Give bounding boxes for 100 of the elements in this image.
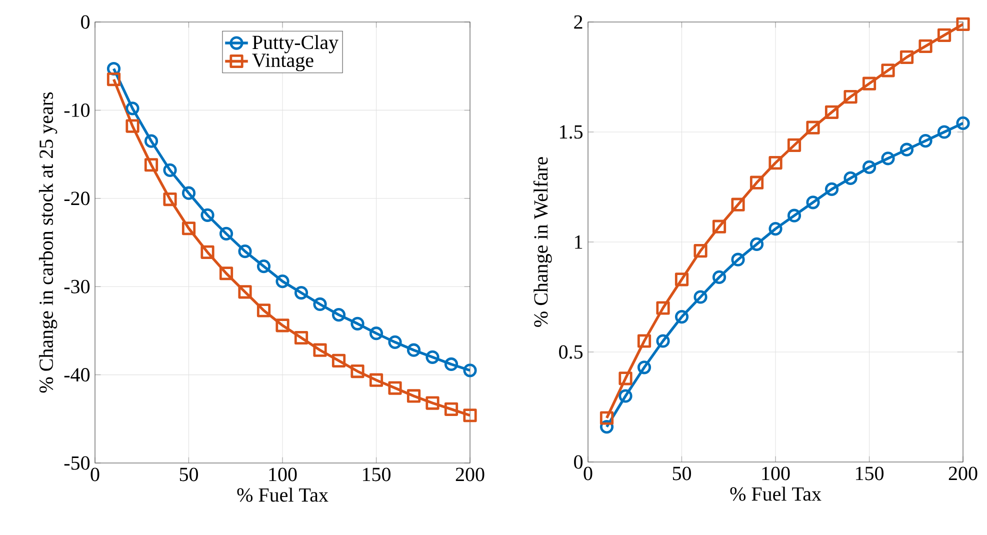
point xyxy=(238,244,252,258)
point xyxy=(463,408,477,422)
point xyxy=(768,156,782,170)
point xyxy=(731,252,745,266)
point xyxy=(106,72,121,86)
point xyxy=(182,222,196,236)
point xyxy=(787,208,802,222)
point xyxy=(144,134,158,148)
point xyxy=(750,176,764,190)
point xyxy=(294,286,308,300)
point xyxy=(219,226,234,240)
point xyxy=(406,389,421,403)
point xyxy=(694,290,708,304)
x-tick-label: 100 xyxy=(269,468,297,482)
point xyxy=(406,343,421,357)
point xyxy=(238,285,252,299)
y-axis-title: % Change in Welfare xyxy=(533,157,552,327)
x-tick-label: 200 xyxy=(456,468,484,482)
point xyxy=(787,138,802,152)
point xyxy=(656,334,670,348)
x-tick-label: 150 xyxy=(363,468,390,482)
point xyxy=(900,142,914,156)
x-tick-label: 150 xyxy=(856,466,884,480)
point xyxy=(200,245,214,259)
point xyxy=(106,62,121,76)
point xyxy=(369,326,384,340)
point xyxy=(444,357,458,372)
point xyxy=(276,274,290,288)
point xyxy=(350,316,364,330)
point xyxy=(182,186,196,200)
point xyxy=(768,222,782,236)
point xyxy=(674,310,689,324)
point xyxy=(844,171,858,185)
point xyxy=(388,381,402,395)
point xyxy=(163,163,177,177)
point xyxy=(806,120,820,134)
point xyxy=(126,119,140,133)
y-tick-label: -10 xyxy=(64,103,90,117)
point xyxy=(637,360,652,374)
point xyxy=(600,411,614,425)
point xyxy=(694,244,708,258)
y-tick-label: 0.5 xyxy=(559,345,583,359)
y-tick-label: 2 xyxy=(574,15,582,29)
point xyxy=(862,160,876,174)
point xyxy=(332,354,346,368)
point xyxy=(313,297,327,312)
point xyxy=(256,260,271,274)
legend-label: Putty-Clay xyxy=(252,35,338,54)
point xyxy=(712,270,726,284)
point xyxy=(862,76,876,90)
point xyxy=(674,272,689,286)
point xyxy=(618,372,632,386)
x-tick-label: 0 xyxy=(90,468,100,482)
point xyxy=(219,266,234,280)
point xyxy=(712,220,726,234)
x-axis-title: % Fuel Tax xyxy=(730,486,822,501)
point xyxy=(881,64,895,78)
point xyxy=(656,301,670,315)
point xyxy=(937,28,952,42)
point xyxy=(731,198,745,212)
x-tick-label: 50 xyxy=(672,466,692,480)
y-axis-title: % Change in carbon stock at 25 years xyxy=(38,92,58,393)
point xyxy=(144,158,158,172)
point xyxy=(426,350,440,364)
y-tick-label: 1.5 xyxy=(560,125,583,139)
point xyxy=(844,90,858,104)
point xyxy=(937,125,952,139)
point xyxy=(824,182,839,196)
y-tick-label: -40 xyxy=(64,368,90,382)
point xyxy=(824,105,839,119)
point xyxy=(956,116,970,130)
point xyxy=(881,152,895,166)
x-tick-label: 200 xyxy=(948,466,978,480)
y-tick-label: -30 xyxy=(64,280,90,294)
point xyxy=(806,196,820,210)
y-tick-label: 0 xyxy=(574,455,583,469)
point xyxy=(276,318,290,332)
point xyxy=(956,17,970,31)
point xyxy=(600,420,614,434)
x-tick-label: 100 xyxy=(762,466,790,480)
point xyxy=(750,237,764,251)
y-tick-label: 1 xyxy=(575,235,582,249)
x-tick-label: 50 xyxy=(180,468,198,482)
point xyxy=(637,334,652,348)
point xyxy=(163,192,177,206)
point xyxy=(918,134,932,148)
point xyxy=(444,402,458,416)
point xyxy=(294,330,308,345)
point xyxy=(332,308,346,322)
point xyxy=(313,343,327,357)
point xyxy=(463,364,477,378)
point xyxy=(388,335,402,349)
y-tick-label: -20 xyxy=(64,192,90,206)
point xyxy=(369,373,384,387)
point xyxy=(618,389,632,403)
point xyxy=(900,50,914,64)
y-tick-label: -50 xyxy=(64,456,90,470)
point xyxy=(350,364,364,378)
point xyxy=(200,208,214,222)
x-axis-title: % Fuel Tax xyxy=(237,488,328,502)
